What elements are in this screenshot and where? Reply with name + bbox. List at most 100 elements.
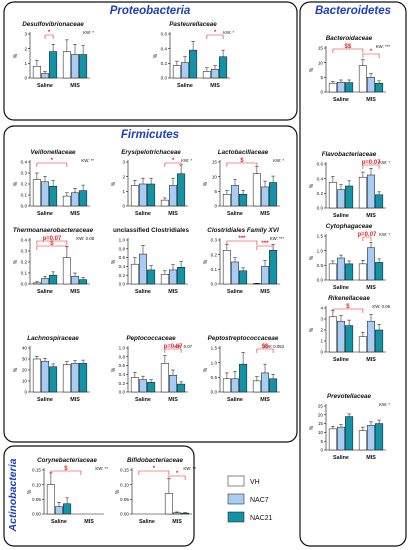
y-tick-label: 0.0 bbox=[317, 278, 324, 283]
x-category-label: Saline bbox=[333, 455, 349, 461]
significance-label: * bbox=[153, 466, 156, 472]
y-axis-label: % bbox=[13, 259, 19, 264]
y-tick-label: 0.5 bbox=[211, 375, 218, 380]
bar-vh-saline bbox=[130, 377, 139, 393]
y-tick-label: 0 bbox=[214, 204, 217, 209]
y-axis-label: % bbox=[111, 259, 117, 264]
y-axis-label: % bbox=[309, 255, 315, 260]
panel-title: Bifidobacteriaceae bbox=[127, 457, 183, 464]
bar-nac7-saline bbox=[139, 253, 147, 285]
legend: VH NAC7 NAC21 bbox=[227, 475, 273, 523]
significance-label: * bbox=[48, 30, 51, 36]
y-tick-label: 2 bbox=[122, 174, 125, 179]
y-tick-label: 2 bbox=[320, 328, 323, 333]
bar-vh-mis bbox=[160, 274, 169, 285]
y-axis-label: % bbox=[309, 183, 315, 188]
x-category-label: MIS bbox=[70, 289, 80, 295]
y-tick-label: 10 bbox=[318, 60, 324, 65]
y-tick-label: 0.2 bbox=[317, 191, 324, 196]
proteobacteria-frame bbox=[3, 1, 298, 121]
bar-nac21-mis bbox=[181, 512, 190, 515]
y-tick-label: 10 bbox=[22, 379, 28, 384]
bar-vh-saline bbox=[328, 263, 337, 281]
y-tick-label: 0 bbox=[24, 76, 27, 81]
panel-title: Bacteroidaceae bbox=[326, 35, 373, 42]
kw-stat: KW: * bbox=[223, 30, 234, 35]
bar-nac21-mis bbox=[269, 378, 278, 393]
bar-nac21-mis bbox=[79, 54, 88, 79]
kw-stat: KW: ** bbox=[95, 466, 108, 471]
bar-nac21-mis bbox=[269, 250, 278, 285]
bar-vh-mis bbox=[164, 493, 173, 515]
panel-lacto: Lactobacillaceae KW: *% 0 5 10 15 Saline MIS $ bbox=[203, 149, 284, 217]
significance-label: * bbox=[214, 30, 217, 36]
kw-stat: KW: * bbox=[83, 30, 94, 35]
x-category-label: MIS bbox=[260, 397, 270, 403]
bar-nac21-saline bbox=[239, 270, 248, 285]
significance-bracket bbox=[226, 240, 258, 245]
bar-nac21-saline bbox=[189, 49, 198, 79]
kw-stat: KW: 0.053 bbox=[264, 344, 285, 349]
y-tick-label: 0.5 bbox=[317, 263, 324, 268]
y-tick-label: 0.6 bbox=[119, 363, 126, 368]
x-category-label: MIS bbox=[366, 285, 376, 291]
bar-vh-mis bbox=[62, 195, 71, 207]
y-tick-label: 0 bbox=[24, 390, 27, 395]
y-tick-label: 0.0 bbox=[119, 390, 126, 395]
bar-nac7-saline bbox=[337, 82, 345, 93]
y-tick-label: 1 bbox=[24, 61, 27, 66]
x-category-label: MIS bbox=[366, 213, 376, 219]
y-tick-label: 1.0 bbox=[317, 248, 324, 253]
y-tick-label: 0.4 bbox=[21, 238, 28, 243]
significance-label: * bbox=[370, 49, 373, 55]
bar-nac7-saline bbox=[55, 506, 63, 515]
bar-nac7-saline bbox=[337, 257, 345, 281]
kw-stat: KW: *** bbox=[376, 44, 391, 49]
y-tick-label: 5 bbox=[320, 75, 323, 80]
significance-bracket bbox=[362, 53, 380, 58]
y-tick-label: 0.2 bbox=[161, 61, 168, 66]
y-axis-label: % bbox=[111, 181, 117, 186]
y-axis-label: % bbox=[203, 367, 209, 372]
bar-vh-saline bbox=[328, 316, 337, 353]
y-tick-label: 0.3 bbox=[21, 171, 28, 176]
y-tick-label: 1.5 bbox=[317, 234, 324, 239]
x-category-label: Saline bbox=[227, 289, 243, 295]
bar-nac21-saline bbox=[345, 263, 354, 281]
y-tick-label: 20 bbox=[22, 368, 28, 373]
kw-stat: KW: * bbox=[273, 158, 284, 163]
y-tick-label: 3 bbox=[24, 32, 27, 37]
bar-vh-mis bbox=[160, 199, 169, 207]
x-category-label: MIS bbox=[366, 97, 376, 103]
panel-title: Desulfovibrionaceae bbox=[22, 21, 84, 28]
significance-label: p=0.07 bbox=[164, 344, 184, 350]
x-category-label: MIS bbox=[172, 519, 182, 525]
y-tick-label: 0.2 bbox=[211, 252, 218, 257]
y-tick-label: 15 bbox=[212, 160, 218, 165]
panel-title: unclassified Clostridiales bbox=[113, 227, 189, 234]
bar-vh-saline bbox=[328, 82, 337, 93]
kw-stat: KW: * bbox=[379, 402, 390, 407]
bar-nac7-saline bbox=[337, 426, 345, 451]
panel-cyto: Cytophagaceae KW: *% 0.0 0.5 1.0 1.5 Saline MIS… bbox=[309, 223, 390, 291]
panel-pepto: Peptococcaceae KW: 0.07% 0.0 0.2 0.4 0.6 0.8 1.… bbox=[111, 335, 193, 403]
bar-nac21-mis bbox=[375, 82, 384, 93]
x-category-label: Saline bbox=[333, 213, 349, 219]
bar-vh-saline bbox=[46, 484, 55, 515]
y-tick-label: 1 bbox=[320, 339, 323, 344]
bar-nac7-saline bbox=[337, 320, 345, 353]
x-category-label: Saline bbox=[37, 211, 53, 217]
kw-stat: KW: ** bbox=[81, 158, 94, 163]
panel-pasteur: Pasteurellaceae KW: *% 0.0 0.2 0.4 0.6 Saline M… bbox=[153, 21, 234, 89]
y-tick-label: 40 bbox=[22, 346, 28, 351]
legend-label-nac21: NAC21 bbox=[250, 515, 273, 522]
bar-vh-saline bbox=[130, 185, 139, 207]
y-tick-label: 5 bbox=[214, 189, 217, 194]
y-axis-label: % bbox=[153, 53, 159, 58]
bar-nac21-saline bbox=[239, 194, 248, 207]
bar-vh-mis bbox=[160, 363, 169, 393]
bar-nac7-mis bbox=[173, 512, 181, 515]
panel-title: Peptostreptococcaceae bbox=[208, 335, 279, 342]
significance-label: * bbox=[51, 158, 54, 164]
